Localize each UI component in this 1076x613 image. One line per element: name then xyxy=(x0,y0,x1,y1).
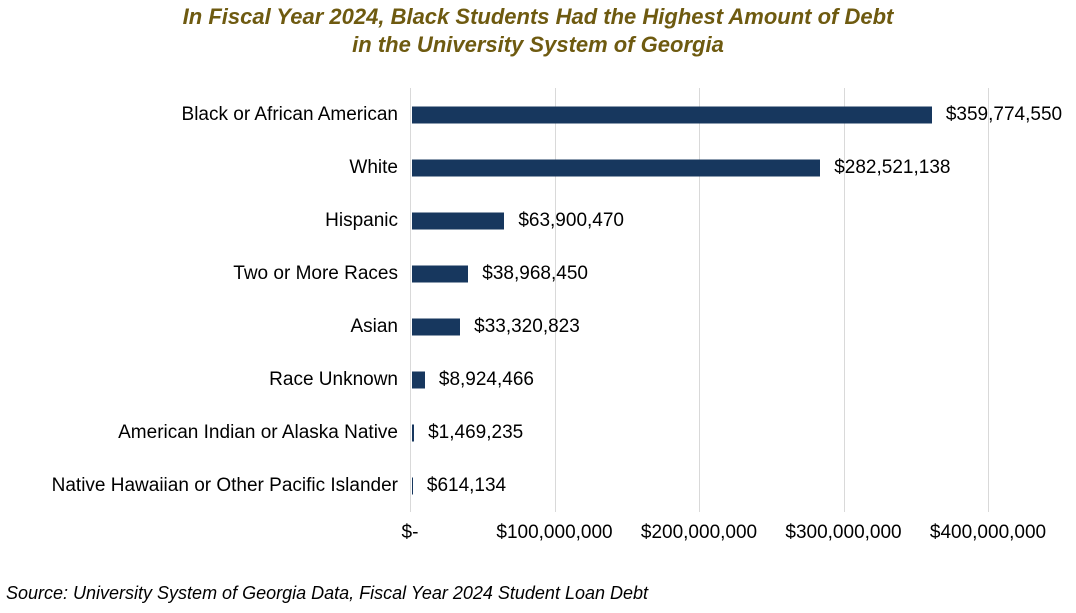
x-axis-tick: $- xyxy=(401,522,419,543)
chart-title-line2: in the University System of Georgia xyxy=(352,32,724,57)
chart-title-line1: In Fiscal Year 2024, Black Students Had … xyxy=(182,4,894,29)
bar-rows: Black or African American $359,774,550 W… xyxy=(52,88,1063,512)
gridline xyxy=(699,88,700,512)
category-label: White xyxy=(349,156,398,178)
chart-row: Two or More Races $38,968,450 xyxy=(233,247,988,300)
source-note: Source: University System of Georgia Dat… xyxy=(6,583,649,603)
x-axis-tick: $300,000,000 xyxy=(785,522,902,543)
chart-title: In Fiscal Year 2024, Black Students Had … xyxy=(0,3,1076,59)
bar xyxy=(412,106,932,123)
bar xyxy=(412,318,461,335)
gridline xyxy=(843,88,845,512)
category-label: Two or More Races xyxy=(233,262,398,284)
chart-row: Black or African American $359,774,550 xyxy=(182,88,1063,141)
chart-row: White $282,521,138 xyxy=(349,141,988,194)
chart-row: Race Unknown $8,924,466 xyxy=(269,353,988,406)
category-label: Black or African American xyxy=(181,103,398,125)
value-label: $8,924,466 xyxy=(438,368,534,390)
category-label: Race Unknown xyxy=(269,368,398,390)
value-label: $1,469,235 xyxy=(428,421,524,443)
x-axis-tick: $200,000,000 xyxy=(640,522,758,543)
category-label: American Indian or Alaska Native xyxy=(118,421,398,443)
chart-row: American Indian or Alaska Native $1,469,… xyxy=(118,406,988,459)
chart-row: Hispanic $63,900,470 xyxy=(325,194,988,247)
value-label: $359,774,550 xyxy=(945,103,1063,125)
gridline xyxy=(988,88,989,512)
bar xyxy=(412,371,425,388)
bar xyxy=(412,477,413,494)
x-axis-tick: $400,000,000 xyxy=(929,522,1047,543)
bar xyxy=(412,424,415,441)
plot-area: Black or African American $359,774,550 W… xyxy=(52,88,1063,543)
value-label: $63,900,470 xyxy=(518,209,624,231)
gridline xyxy=(554,88,556,512)
category-label: Native Hawaiian or Other Pacific Islande… xyxy=(51,474,398,496)
value-label: $33,320,823 xyxy=(474,315,580,337)
value-label: $614,134 xyxy=(426,474,507,496)
x-axis: $- $100,000,000 $200,000,000 $300,000,000 $4… xyxy=(402,522,1047,548)
value-label: $38,968,450 xyxy=(482,262,588,284)
bar xyxy=(412,265,469,282)
category-label: Hispanic xyxy=(325,209,398,231)
x-axis-tick: $100,000,000 xyxy=(496,522,613,543)
value-label: $282,521,138 xyxy=(834,156,951,178)
bar xyxy=(412,159,821,176)
chart-row: Native Hawaiian or Other Pacific Islande… xyxy=(52,459,988,512)
bar xyxy=(412,212,505,229)
gridline xyxy=(410,88,411,512)
category-label: Asian xyxy=(350,315,398,337)
chart-row: Asian $33,320,823 xyxy=(350,300,988,353)
